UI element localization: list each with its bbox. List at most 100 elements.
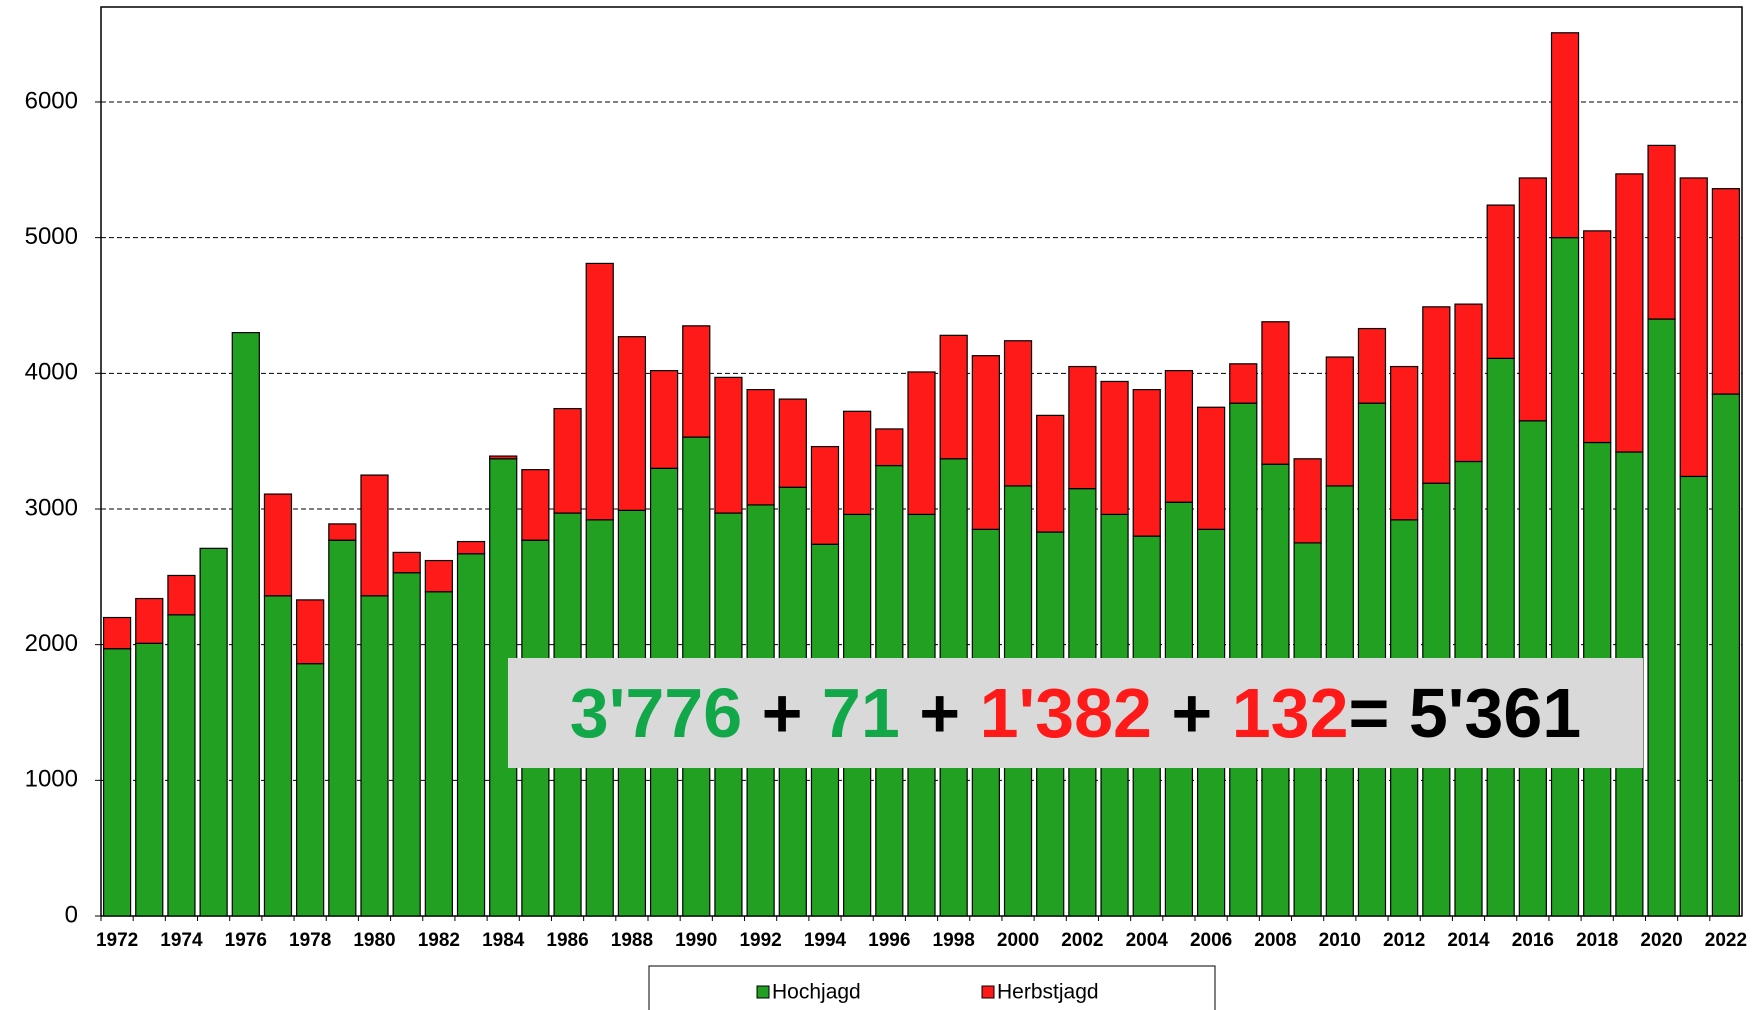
- bar-segment: [1711, 188, 1741, 395]
- bar-segment: [682, 325, 711, 438]
- y-tick-label: 1000: [25, 766, 78, 793]
- x-tick-label: 2008: [1254, 930, 1296, 951]
- bar-segment: [778, 398, 807, 488]
- bar-segment: [456, 540, 486, 555]
- bar-segment: [714, 376, 743, 514]
- x-tick-label: 2004: [1126, 930, 1169, 951]
- x-tick-label: 1982: [418, 930, 460, 951]
- annotation-part: +: [742, 674, 822, 752]
- annotation-part: +: [1151, 674, 1232, 752]
- bar-segment: [875, 428, 904, 467]
- bar-segment: [971, 355, 1000, 530]
- bar-segment: [167, 614, 196, 917]
- bar-segment: [521, 469, 550, 541]
- bar-segment: [1454, 303, 1483, 463]
- annotation-box: 3'776 + 71 + 1'382 + 132 = 5'361: [508, 658, 1643, 768]
- bar-segment: [199, 547, 228, 917]
- bar-segment: [1550, 32, 1580, 239]
- x-tick-label: 2006: [1190, 930, 1232, 951]
- bar-segment: [263, 493, 293, 597]
- x-tick-label: 1990: [675, 930, 717, 951]
- x-tick-label: 1978: [289, 930, 331, 951]
- bar-segment: [1196, 406, 1226, 530]
- bar-segment: [1615, 173, 1644, 453]
- x-tick-label: 1974: [160, 930, 203, 951]
- bar-segment: [296, 599, 325, 665]
- bar-segment: [907, 371, 936, 516]
- bar-segment: [553, 407, 582, 514]
- bar-segment: [1679, 177, 1708, 478]
- x-tick-label: 2016: [1512, 930, 1554, 951]
- bar-segment: [1518, 177, 1547, 422]
- bar-segment: [810, 445, 840, 545]
- legend-label: Hochjagd: [772, 981, 861, 1004]
- bar-segment: [424, 591, 453, 917]
- bar-segment: [1132, 388, 1161, 537]
- bar-segment: [263, 595, 293, 917]
- bar-segment: [424, 559, 453, 593]
- x-tick-label: 2018: [1576, 930, 1618, 951]
- bar-segment: [456, 553, 486, 917]
- annotation-part: 1'382: [979, 674, 1152, 752]
- bar-segment: [585, 262, 614, 521]
- bar-segment: [102, 648, 132, 917]
- y-tick-label: 2000: [25, 630, 78, 657]
- x-tick-label: 1996: [868, 930, 910, 951]
- bar-segment: [328, 523, 357, 541]
- bar-segment: [135, 642, 164, 917]
- bar-segment: [649, 370, 679, 469]
- x-tick-label: 1994: [804, 930, 847, 951]
- x-tick-label: 1988: [611, 930, 653, 951]
- x-tick-label: 1980: [353, 930, 395, 951]
- bar-segment: [296, 663, 325, 917]
- bar-segment: [617, 336, 647, 511]
- x-tick-label: 2010: [1319, 930, 1361, 951]
- bar-segment: [1390, 365, 1419, 521]
- annotation-part: +: [899, 674, 980, 752]
- bar-segment: [1647, 318, 1676, 917]
- bar-segment: [1003, 340, 1033, 487]
- bar-segment: [1261, 321, 1290, 465]
- y-tick-label: 5000: [25, 223, 78, 250]
- bar-segment: [102, 616, 132, 650]
- x-tick-label: 1976: [225, 930, 267, 951]
- legend-box: [648, 965, 1216, 1010]
- bar-segment: [939, 334, 968, 460]
- bar-segment: [328, 539, 357, 917]
- y-tick-label: 0: [65, 901, 78, 928]
- bar-segment: [489, 455, 518, 460]
- bar-segment: [1068, 365, 1097, 490]
- x-tick-label: 2014: [1447, 930, 1490, 951]
- annotation-part: 132: [1231, 674, 1349, 752]
- bar-segment: [231, 332, 260, 917]
- bar-segment: [746, 388, 775, 506]
- y-tick-label: 3000: [25, 494, 78, 521]
- bar-segment: [1036, 414, 1065, 533]
- x-tick-label: 2020: [1640, 930, 1682, 951]
- legend-label: Herbstjagd: [997, 981, 1099, 1004]
- bar-segment: [135, 597, 164, 644]
- y-tick-label: 6000: [25, 87, 78, 114]
- bar-segment: [843, 410, 872, 516]
- bar-segment: [392, 551, 421, 574]
- x-tick-label: 2012: [1383, 930, 1425, 951]
- legend-swatch: [981, 985, 995, 999]
- bar-segment: [1293, 458, 1322, 544]
- bar-segment: [1229, 363, 1258, 404]
- annotation-part: 71: [821, 674, 900, 752]
- y-tick-label: 4000: [25, 359, 78, 386]
- x-tick-label: 1972: [96, 930, 138, 951]
- bar-segment: [1325, 356, 1354, 487]
- bar-segment: [1647, 144, 1676, 320]
- annotation-part: = 5'361: [1348, 674, 1582, 752]
- legend-swatch: [756, 985, 770, 999]
- x-tick-label: 2022: [1705, 930, 1747, 951]
- bar-segment: [1711, 393, 1741, 917]
- bar-segment: [1486, 357, 1515, 917]
- x-tick-label: 2002: [1061, 930, 1103, 951]
- bar-segment: [1550, 237, 1580, 917]
- bar-segment: [1164, 370, 1194, 503]
- bar-segment: [1679, 475, 1708, 917]
